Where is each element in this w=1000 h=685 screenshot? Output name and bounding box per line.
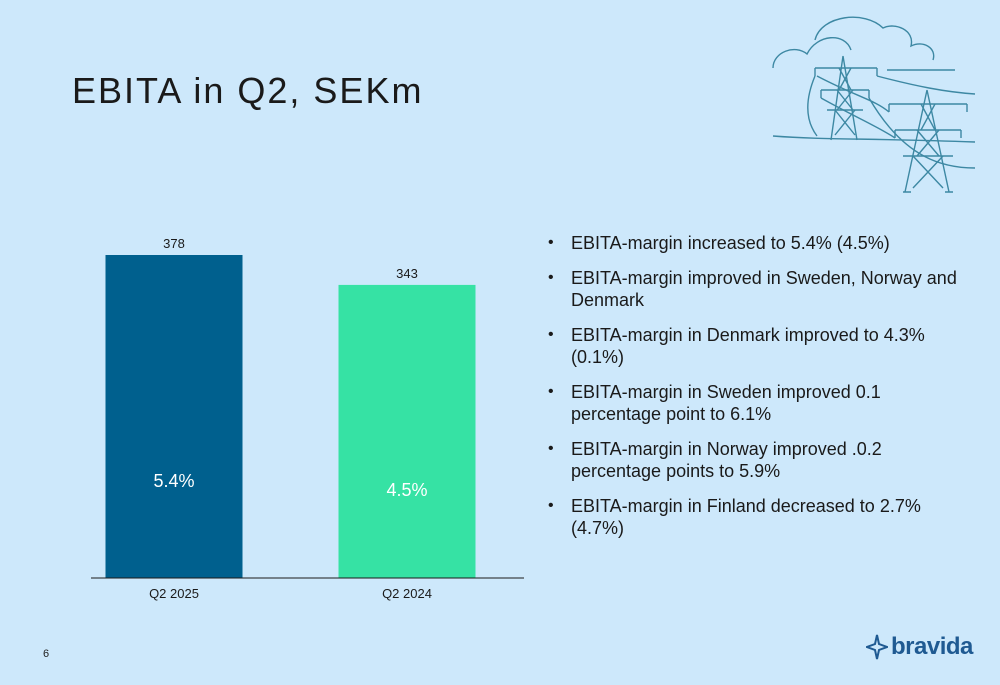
page-number: 6 [43, 648, 50, 660]
bullet-item: EBITA-margin in Sweden improved 0.1 perc… [548, 381, 958, 425]
logo-text: bravida [891, 633, 973, 660]
slide-title: EBITA in Q2, SEKm [72, 70, 424, 111]
bullet-item: EBITA-margin increased to 5.4% (4.5%) [548, 232, 958, 254]
category-label-0: Q2 2025 [149, 586, 199, 601]
power-line-pylons-clouds-icon [772, 16, 976, 193]
data-label-1: 343 [396, 266, 418, 281]
bullet-item: EBITA-margin improved in Sweden, Norway … [548, 267, 958, 311]
bullet-list: EBITA-margin increased to 5.4% (4.5%) EBI… [548, 232, 958, 552]
category-label-1: Q2 2024 [382, 586, 432, 601]
inner-label-0: 5.4% [153, 471, 194, 491]
bar-0 [105, 255, 243, 578]
bar-1 [338, 284, 476, 578]
bullet-item: EBITA-margin in Norway improved .0.2 per… [548, 438, 958, 482]
bullet-item: EBITA-margin in Denmark improved to 4.3%… [548, 324, 958, 368]
data-label-0: 378 [163, 236, 185, 251]
inner-label-1: 4.5% [386, 480, 427, 500]
bullet-item: EBITA-margin in Finland decreased to 2.7… [548, 495, 958, 539]
bravida-logo: bravida [866, 632, 973, 662]
logo-star-icon [866, 634, 888, 660]
